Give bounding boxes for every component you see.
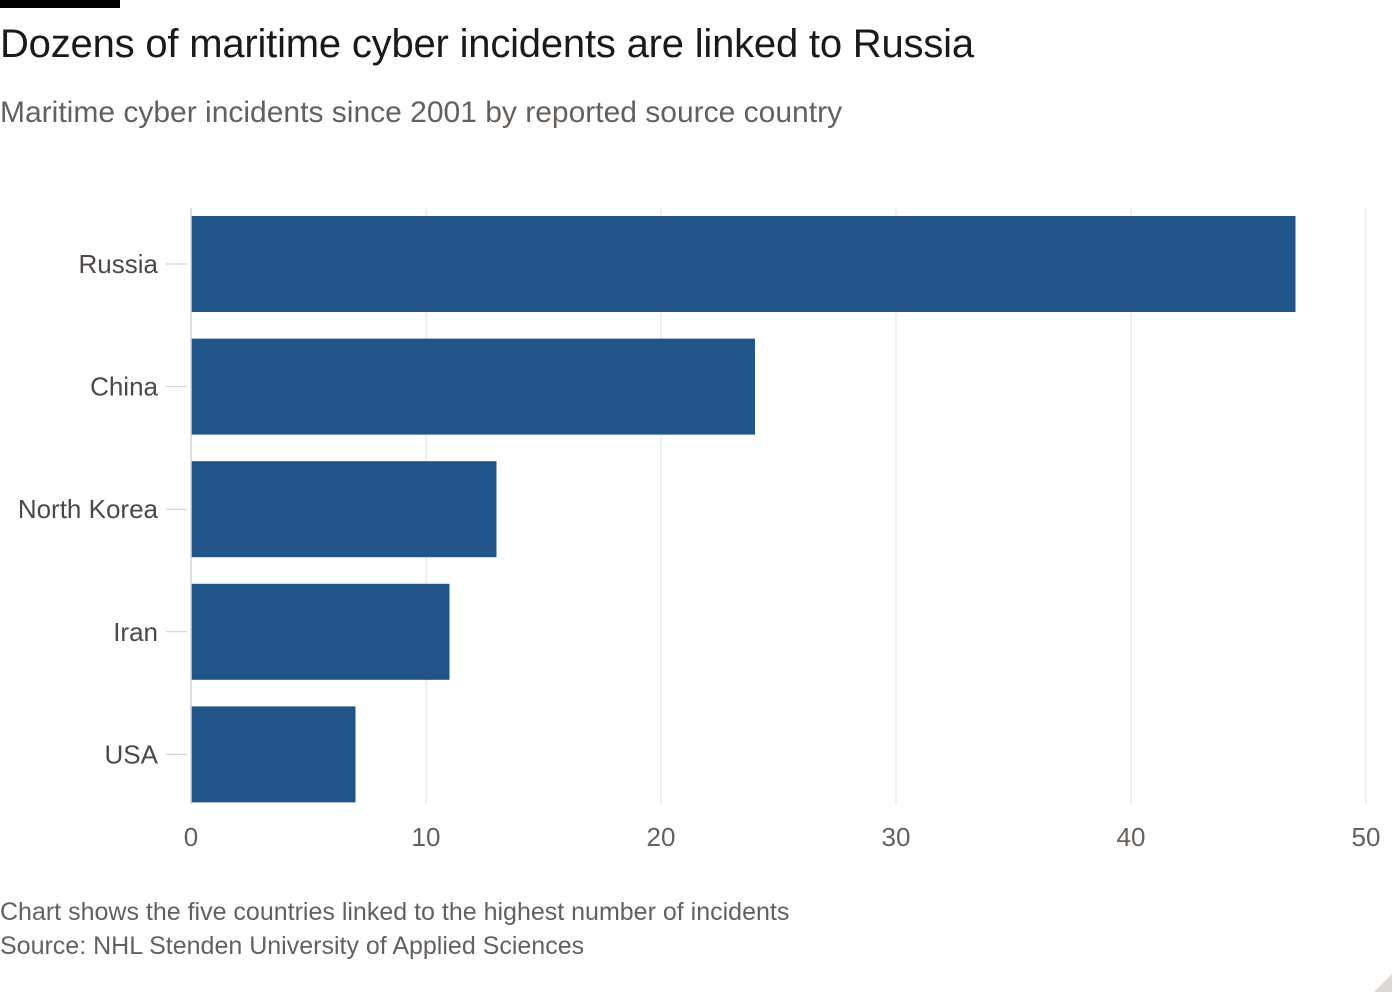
x-tick-label: 10 xyxy=(412,822,441,852)
bar-russia xyxy=(191,216,1296,312)
category-label: Russia xyxy=(79,249,159,279)
top-rule xyxy=(0,0,120,8)
x-tick-label: 40 xyxy=(1117,822,1146,852)
chart-subtitle: Maritime cyber incidents since 2001 by r… xyxy=(0,96,843,129)
x-tick-label: 30 xyxy=(882,822,911,852)
bar-usa xyxy=(191,706,356,803)
category-label: Iran xyxy=(113,617,158,647)
x-tick-label: 50 xyxy=(1352,822,1381,852)
x-tick-label: 0 xyxy=(184,822,198,852)
bar-china xyxy=(191,338,755,435)
x-tick-label: 20 xyxy=(647,822,676,852)
bar-north-korea xyxy=(191,461,497,558)
chart-source: Source: NHL Stenden University of Applie… xyxy=(0,932,585,960)
category-label: China xyxy=(90,372,158,402)
corner-mark xyxy=(1374,974,1392,992)
category-label: USA xyxy=(105,739,159,769)
chart-title: Dozens of maritime cyber incidents are l… xyxy=(0,22,974,66)
bar-chart: 0 10 20 30 40 50 Russia China North Korea Iran USA xyxy=(18,208,1381,852)
bar-iran xyxy=(191,583,450,680)
category-label: North Korea xyxy=(18,494,159,524)
chart-note: Chart shows the five countries linked to… xyxy=(0,898,790,926)
